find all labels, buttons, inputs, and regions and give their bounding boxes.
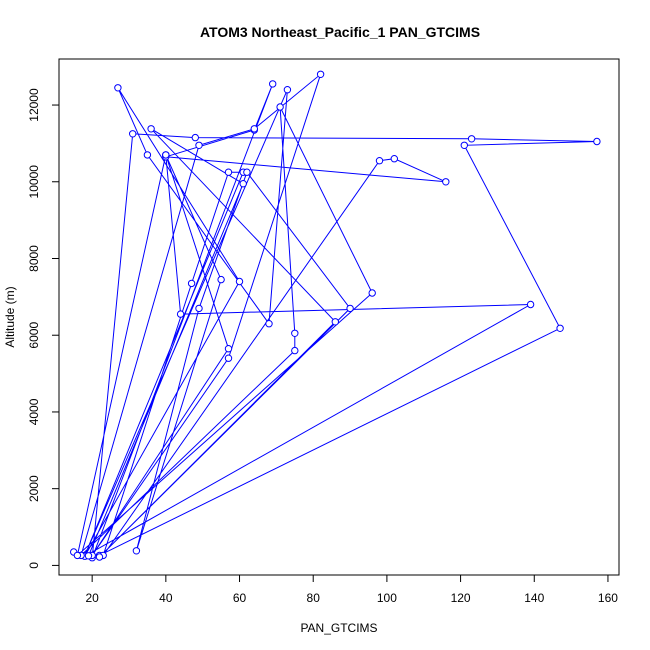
- y-tick-label: 2000: [27, 475, 41, 502]
- data-point: [331, 318, 339, 326]
- data-point: [191, 133, 200, 142]
- data-point: [187, 279, 196, 288]
- data-point: [239, 180, 247, 188]
- y-tick-label: 4000: [27, 398, 41, 425]
- data-point: [243, 168, 251, 176]
- data-point: [217, 275, 225, 284]
- x-tick-label: 140: [524, 591, 544, 605]
- y-axis: 0 2000 4000 6000 8000 10000 12000: [27, 88, 60, 569]
- data-point: [368, 289, 376, 297]
- data-point: [375, 157, 384, 165]
- data-point: [73, 551, 82, 560]
- series-points: [70, 70, 601, 562]
- series-line: [73, 72, 597, 558]
- data-point: [114, 84, 122, 92]
- y-axis-title: Altitude (m): [3, 286, 17, 347]
- x-tick-label: 80: [307, 591, 321, 605]
- y-tick-label: 8000: [27, 245, 41, 272]
- y-tick-label: 12000: [27, 88, 41, 122]
- chart-title: ATOM3 Northeast_Pacific_1 PAN_GTCIMS: [200, 24, 480, 40]
- x-tick-label: 120: [451, 591, 471, 605]
- x-axis-title: PAN_GTCIMS: [300, 621, 377, 635]
- data-point: [291, 329, 299, 337]
- data-point: [224, 354, 233, 362]
- data-point: [162, 151, 170, 159]
- x-tick-label: 60: [233, 591, 247, 605]
- data-point: [442, 178, 450, 186]
- x-tick-label: 160: [598, 591, 618, 605]
- data-point: [460, 141, 468, 150]
- data-point: [556, 324, 564, 332]
- data-point: [283, 86, 292, 94]
- data-point: [467, 135, 476, 143]
- y-tick-label: 6000: [27, 322, 41, 349]
- data-point: [316, 70, 325, 79]
- data-point: [526, 300, 535, 309]
- data-point: [276, 103, 284, 111]
- data-point: [235, 277, 244, 286]
- data-point: [593, 137, 601, 146]
- y-tick-label: 0: [27, 562, 41, 569]
- data-point: [84, 552, 93, 560]
- data-point: [250, 125, 259, 133]
- series-lines: [73, 72, 597, 558]
- data-point: [195, 141, 203, 150]
- data-point: [224, 345, 233, 353]
- data-point: [95, 553, 104, 561]
- data-point: [390, 155, 398, 163]
- data-point: [176, 310, 185, 318]
- y-tick-label: 10000: [27, 165, 41, 199]
- x-tick-label: 20: [85, 591, 99, 605]
- data-point: [269, 80, 277, 88]
- x-tick-label: 100: [377, 591, 397, 605]
- data-point: [132, 547, 141, 555]
- data-point: [143, 151, 152, 159]
- data-point: [265, 320, 273, 328]
- data-point: [346, 304, 354, 313]
- data-point: [147, 125, 155, 133]
- data-point: [291, 346, 299, 355]
- x-axis: 20 40 60 80 100 120 140 160: [85, 574, 618, 605]
- data-point: [129, 130, 137, 138]
- x-tick-label: 40: [159, 591, 173, 605]
- data-point: [195, 304, 203, 313]
- data-point: [224, 168, 233, 176]
